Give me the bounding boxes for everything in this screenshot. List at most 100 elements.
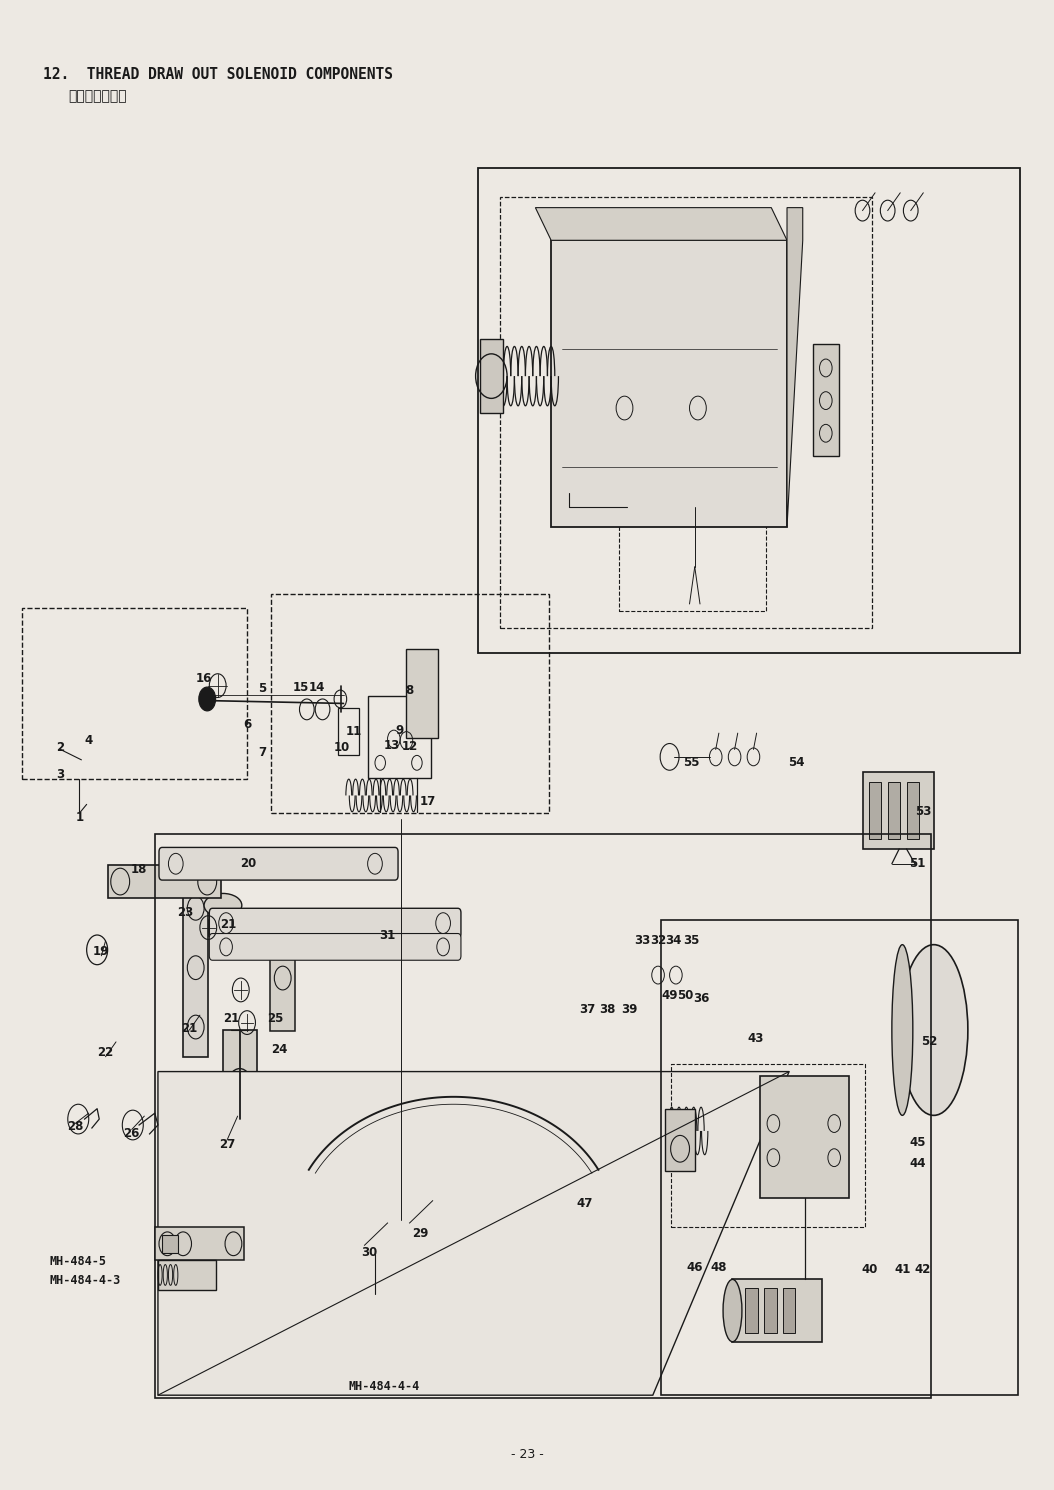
Bar xyxy=(22,608,247,779)
Bar xyxy=(368,696,430,778)
Text: 18: 18 xyxy=(131,863,148,876)
Bar xyxy=(551,240,787,527)
Bar xyxy=(862,772,934,849)
Text: 13: 13 xyxy=(384,739,399,751)
Text: 50: 50 xyxy=(677,989,694,1003)
Text: 29: 29 xyxy=(412,1226,428,1240)
Bar xyxy=(183,857,209,1056)
Text: 9: 9 xyxy=(395,724,404,736)
Text: 16: 16 xyxy=(196,672,212,685)
Text: MH-484-4-4: MH-484-4-4 xyxy=(349,1380,419,1393)
Text: 31: 31 xyxy=(379,928,395,942)
Text: 7: 7 xyxy=(258,746,267,758)
Text: 15: 15 xyxy=(292,681,309,694)
Bar xyxy=(271,593,549,814)
Text: MH-484-5: MH-484-5 xyxy=(50,1255,106,1268)
Bar xyxy=(338,708,359,755)
Text: 5: 5 xyxy=(257,682,266,696)
Polygon shape xyxy=(158,1071,789,1395)
Text: 32: 32 xyxy=(650,934,666,948)
Bar xyxy=(745,1289,758,1334)
Text: 44: 44 xyxy=(910,1158,926,1170)
Circle shape xyxy=(199,687,216,711)
Text: 40: 40 xyxy=(862,1262,878,1275)
Text: 35: 35 xyxy=(683,934,700,948)
Bar xyxy=(223,1030,256,1116)
Bar xyxy=(906,782,919,839)
Text: 28: 28 xyxy=(67,1120,83,1132)
Bar xyxy=(620,434,766,611)
Text: 47: 47 xyxy=(577,1196,592,1210)
Text: 10: 10 xyxy=(333,742,350,754)
Text: 49: 49 xyxy=(661,989,678,1003)
Bar xyxy=(158,1261,216,1290)
Ellipse shape xyxy=(892,945,913,1116)
Text: 20: 20 xyxy=(240,857,256,870)
Text: 33: 33 xyxy=(635,934,650,948)
Text: 21: 21 xyxy=(220,918,236,931)
Text: 25: 25 xyxy=(267,1012,284,1025)
Text: 52: 52 xyxy=(921,1036,938,1049)
Text: 38: 38 xyxy=(600,1003,616,1016)
Text: 1: 1 xyxy=(75,811,83,824)
Text: 54: 54 xyxy=(788,757,804,769)
Bar xyxy=(162,1235,178,1253)
Bar xyxy=(665,1109,695,1171)
Bar xyxy=(868,782,881,839)
Text: 36: 36 xyxy=(692,992,709,1006)
Text: 2: 2 xyxy=(56,742,64,754)
Bar xyxy=(733,1280,822,1342)
Text: 53: 53 xyxy=(915,805,932,818)
Bar xyxy=(155,834,931,1398)
Text: 26: 26 xyxy=(123,1128,140,1140)
Text: 11: 11 xyxy=(346,726,363,738)
Bar xyxy=(155,1228,243,1261)
Bar xyxy=(764,1289,777,1334)
Bar xyxy=(661,921,1018,1395)
Text: 4: 4 xyxy=(84,735,93,746)
Text: 55: 55 xyxy=(683,757,700,769)
Bar xyxy=(887,782,900,839)
Text: 22: 22 xyxy=(97,1046,114,1059)
Ellipse shape xyxy=(900,945,968,1116)
Bar xyxy=(480,340,503,413)
Text: 30: 30 xyxy=(362,1246,377,1259)
Text: 3: 3 xyxy=(56,769,64,781)
Ellipse shape xyxy=(723,1280,742,1342)
Text: 48: 48 xyxy=(710,1261,727,1274)
FancyBboxPatch shape xyxy=(159,848,398,881)
Text: 21: 21 xyxy=(181,1022,197,1036)
Text: 39: 39 xyxy=(622,1003,638,1016)
Bar xyxy=(760,1076,848,1198)
Text: 37: 37 xyxy=(580,1003,596,1016)
Polygon shape xyxy=(535,207,787,240)
Text: 12: 12 xyxy=(402,741,417,752)
Bar xyxy=(270,925,295,1031)
Bar xyxy=(670,1064,864,1228)
Text: 42: 42 xyxy=(914,1262,931,1275)
Text: - 23 -: - 23 - xyxy=(510,1447,544,1460)
Text: 43: 43 xyxy=(747,1033,764,1046)
Text: 6: 6 xyxy=(242,718,251,730)
Text: 19: 19 xyxy=(93,945,110,958)
Text: 34: 34 xyxy=(665,934,682,948)
Ellipse shape xyxy=(204,894,241,918)
Bar xyxy=(783,1289,796,1334)
Text: 27: 27 xyxy=(219,1138,235,1150)
Bar xyxy=(407,648,437,738)
FancyBboxPatch shape xyxy=(210,909,461,939)
Text: 繋出し装置関係: 繋出し装置関係 xyxy=(67,89,126,103)
Text: 23: 23 xyxy=(177,906,193,919)
Text: 51: 51 xyxy=(909,857,925,870)
Text: 24: 24 xyxy=(271,1043,288,1056)
FancyBboxPatch shape xyxy=(210,934,461,960)
Polygon shape xyxy=(787,207,803,527)
Text: 46: 46 xyxy=(686,1261,703,1274)
Bar xyxy=(108,866,221,898)
Text: 8: 8 xyxy=(406,684,414,697)
Text: MH-484-4-3: MH-484-4-3 xyxy=(50,1274,121,1287)
Text: 41: 41 xyxy=(894,1262,911,1275)
Text: 45: 45 xyxy=(910,1137,926,1149)
Text: 21: 21 xyxy=(223,1012,239,1025)
Text: 14: 14 xyxy=(309,681,326,694)
